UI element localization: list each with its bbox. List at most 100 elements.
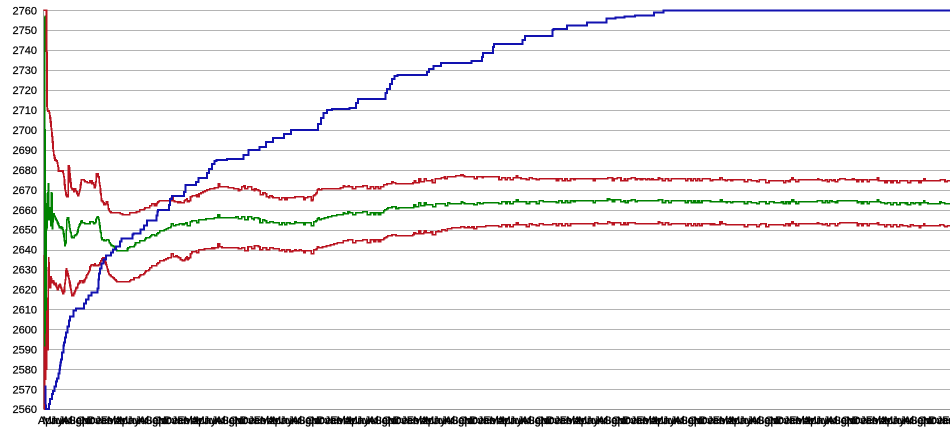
svg-text:Jun: Jun: [892, 415, 910, 427]
svg-text:Aug: Aug: [215, 415, 235, 427]
svg-text:Oct: Oct: [918, 415, 935, 427]
svg-text:Jul: Jul: [671, 415, 685, 427]
svg-text:Feb: Feb: [789, 415, 808, 427]
svg-text:Dec: Dec: [700, 415, 720, 427]
svg-text:2690: 2690: [13, 145, 37, 157]
svg-text:Sep: Sep: [298, 415, 318, 427]
svg-text:Dec: Dec: [241, 415, 261, 427]
svg-text:Dec: Dec: [470, 415, 490, 427]
svg-text:Feb: Feb: [713, 415, 732, 427]
svg-text:Jan: Jan: [172, 415, 190, 427]
svg-text:Mar: Mar: [107, 415, 126, 427]
svg-text:Apr: Apr: [879, 415, 896, 427]
svg-text:2720: 2720: [13, 85, 37, 97]
svg-text:Aug: Aug: [292, 415, 312, 427]
svg-text:Dec: Dec: [776, 415, 796, 427]
svg-text:Sep: Sep: [834, 415, 854, 427]
svg-text:Mar: Mar: [337, 415, 356, 427]
svg-text:Oct: Oct: [153, 415, 170, 427]
svg-text:2740: 2740: [13, 45, 37, 57]
svg-text:Jan: Jan: [784, 415, 802, 427]
svg-text:2760: 2760: [13, 5, 37, 17]
svg-text:Apr: Apr: [650, 415, 667, 427]
svg-text:May: May: [196, 415, 217, 427]
svg-text:Nov: Nov: [387, 415, 407, 427]
svg-text:Nov: Nov: [846, 415, 866, 427]
svg-text:Apr: Apr: [803, 415, 820, 427]
svg-text:Dec: Dec: [929, 415, 949, 427]
svg-text:Feb: Feb: [101, 415, 120, 427]
svg-text:Mar: Mar: [796, 415, 815, 427]
svg-text:Nov: Nov: [693, 415, 713, 427]
svg-text:Aug: Aug: [139, 415, 159, 427]
svg-text:2610: 2610: [13, 305, 37, 317]
svg-text:Apr: Apr: [420, 415, 437, 427]
svg-text:2580: 2580: [13, 364, 37, 376]
svg-text:2640: 2640: [13, 245, 37, 257]
svg-text:Apr: Apr: [267, 415, 284, 427]
svg-text:May: May: [731, 415, 752, 427]
svg-text:Jul: Jul: [900, 415, 914, 427]
svg-text:Jun: Jun: [586, 415, 604, 427]
svg-text:Jul: Jul: [135, 415, 149, 427]
svg-text:2590: 2590: [13, 344, 37, 356]
svg-text:Oct: Oct: [306, 415, 323, 427]
svg-text:Feb: Feb: [407, 415, 426, 427]
svg-text:May: May: [119, 415, 140, 427]
svg-text:May: May: [425, 415, 446, 427]
svg-text:Feb: Feb: [560, 415, 579, 427]
svg-text:May: May: [808, 415, 829, 427]
svg-text:Mar: Mar: [872, 415, 891, 427]
svg-text:Mar: Mar: [490, 415, 509, 427]
svg-text:Jun: Jun: [50, 415, 68, 427]
svg-text:Nov: Nov: [311, 415, 331, 427]
svg-text:Nov: Nov: [617, 415, 637, 427]
svg-text:May: May: [502, 415, 523, 427]
svg-text:Nov: Nov: [81, 415, 101, 427]
svg-text:Oct: Oct: [229, 415, 246, 427]
svg-text:Jan: Jan: [325, 415, 343, 427]
svg-text:2670: 2670: [13, 185, 37, 197]
svg-text:Jan: Jan: [478, 415, 496, 427]
svg-text:Jun: Jun: [280, 415, 298, 427]
svg-text:Oct: Oct: [612, 415, 629, 427]
svg-text:Jan: Jan: [554, 415, 572, 427]
svg-text:2570: 2570: [13, 384, 37, 396]
svg-text:Feb: Feb: [866, 415, 885, 427]
svg-text:Oct: Oct: [459, 415, 476, 427]
svg-text:Nov: Nov: [158, 415, 178, 427]
svg-text:Nov: Nov: [770, 415, 790, 427]
svg-text:Oct: Oct: [688, 415, 705, 427]
svg-text:Nov: Nov: [464, 415, 484, 427]
svg-text:Apr: Apr: [573, 415, 590, 427]
svg-text:Aug: Aug: [904, 415, 924, 427]
svg-text:2710: 2710: [13, 105, 37, 117]
svg-text:Dec: Dec: [88, 415, 108, 427]
svg-text:Sep: Sep: [375, 415, 395, 427]
svg-text:Feb: Feb: [636, 415, 655, 427]
svg-text:Apr: Apr: [38, 415, 55, 427]
svg-text:Feb: Feb: [177, 415, 196, 427]
svg-text:May: May: [655, 415, 676, 427]
svg-text:2600: 2600: [13, 324, 37, 336]
svg-text:Jan: Jan: [937, 415, 950, 427]
svg-text:Oct: Oct: [535, 415, 552, 427]
svg-text:May: May: [272, 415, 293, 427]
svg-text:Sep: Sep: [145, 415, 165, 427]
svg-text:Sep: Sep: [681, 415, 701, 427]
svg-text:Jun: Jun: [203, 415, 221, 427]
svg-text:Aug: Aug: [368, 415, 388, 427]
svg-text:Mar: Mar: [643, 415, 662, 427]
svg-text:Mar: Mar: [184, 415, 203, 427]
svg-text:Jul: Jul: [518, 415, 532, 427]
svg-text:Feb: Feb: [942, 415, 950, 427]
svg-text:Mar: Mar: [566, 415, 585, 427]
svg-text:2630: 2630: [13, 265, 37, 277]
svg-text:Jul: Jul: [747, 415, 761, 427]
svg-text:Apr: Apr: [114, 415, 131, 427]
svg-text:2750: 2750: [13, 25, 37, 37]
svg-text:Sep: Sep: [451, 415, 471, 427]
svg-text:Aug: Aug: [751, 415, 771, 427]
svg-text:Sep: Sep: [757, 415, 777, 427]
svg-text:Aug: Aug: [598, 415, 618, 427]
